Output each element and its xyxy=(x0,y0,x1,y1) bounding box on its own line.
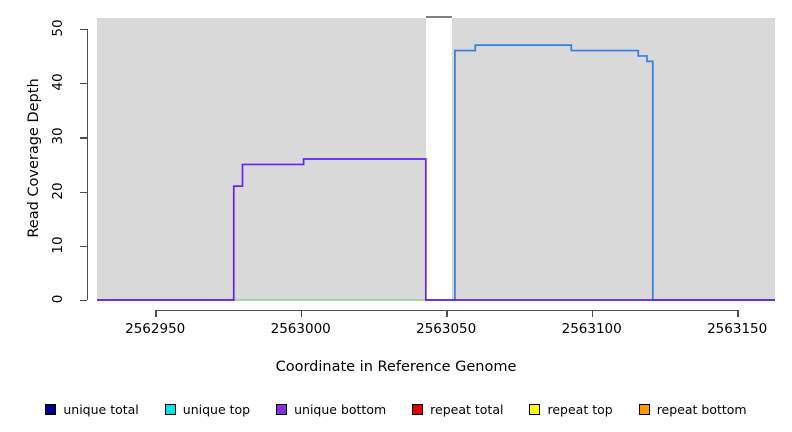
x-tick-label: 2563100 xyxy=(561,321,622,337)
y-tick xyxy=(80,137,87,139)
y-tick-label: 0 xyxy=(50,294,66,304)
y-tick xyxy=(80,83,87,85)
x-tick xyxy=(737,310,739,317)
legend-swatch xyxy=(412,403,424,415)
legend-item-repeat-top[interactable]: repeat top xyxy=(529,401,613,417)
curve-layer xyxy=(97,44,775,301)
y-axis-line xyxy=(87,28,89,300)
y-tick xyxy=(80,300,87,302)
y-tick-label: 10 xyxy=(50,236,66,254)
y-tick-label: 50 xyxy=(50,19,66,37)
x-tick xyxy=(300,310,303,317)
x-tick xyxy=(155,310,157,317)
legend-label: unique bottom xyxy=(294,401,387,417)
x-tick-label: 2563000 xyxy=(270,321,331,337)
legend-item-unique-top[interactable]: unique top xyxy=(164,401,251,417)
legend-swatch xyxy=(45,403,57,415)
x-axis-title: Coordinate in Reference Genome xyxy=(275,359,517,375)
shaded-region-right xyxy=(452,18,775,300)
legend-item-repeat-bottom[interactable]: repeat bottom xyxy=(638,401,747,417)
legend-swatch xyxy=(529,403,541,415)
y-tick-label: 30 xyxy=(50,127,66,145)
legend-item-unique-total[interactable]: unique total xyxy=(45,401,139,417)
x-tick xyxy=(446,310,448,317)
legend-item-repeat-total[interactable]: repeat total xyxy=(412,402,503,417)
plot-area xyxy=(97,16,775,301)
legend-label: unique top xyxy=(182,401,251,417)
y-tick-label: 20 xyxy=(50,181,66,200)
legend-item-unique-bottom[interactable]: unique bottom xyxy=(276,402,386,417)
y-tick-label: 40 xyxy=(50,73,66,91)
x-tick-label: 2563050 xyxy=(416,321,477,337)
x-tick xyxy=(591,310,594,317)
legend-label: unique total xyxy=(63,401,139,417)
series-line-unique-total xyxy=(452,44,775,301)
y-tick xyxy=(80,28,87,31)
legend-swatch xyxy=(638,403,650,415)
y-axis-title: Read Coverage Depth xyxy=(26,78,42,238)
y-tick xyxy=(80,245,87,248)
legend-label: repeat total xyxy=(430,401,504,417)
series-line-unique-bottom xyxy=(97,158,775,301)
chart-legend: unique total unique top unique bottom repea… xyxy=(0,399,792,419)
legend-swatch xyxy=(164,403,176,415)
x-tick-label: 2562950 xyxy=(125,321,186,337)
x-tick-label: 2563150 xyxy=(707,321,768,337)
legend-label: repeat bottom xyxy=(656,401,747,417)
legend-label: repeat top xyxy=(547,401,613,417)
legend-swatch xyxy=(276,403,288,415)
panel-top-border xyxy=(425,16,452,18)
y-tick xyxy=(80,191,87,193)
